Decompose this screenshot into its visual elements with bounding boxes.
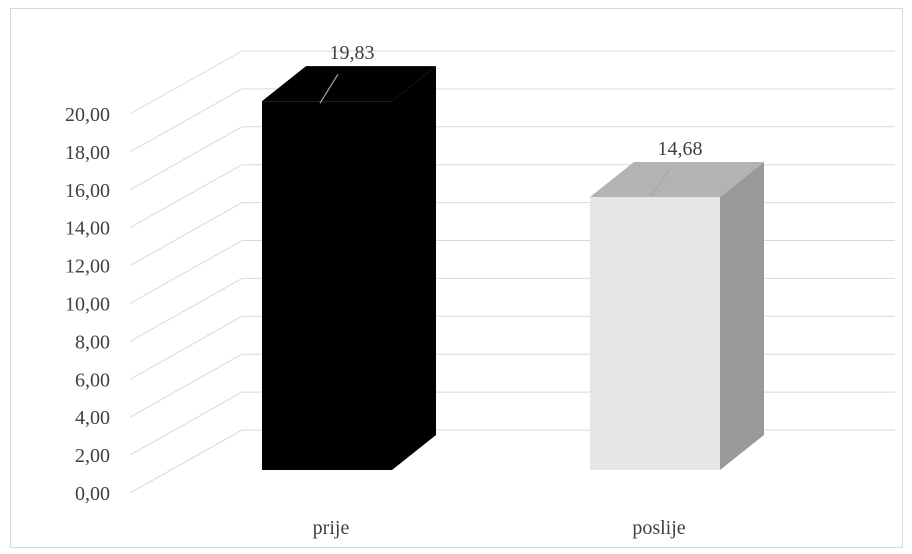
gridline-diagonal (129, 315, 243, 380)
gridline-diagonal (129, 126, 243, 191)
y-tick-label: 20,00 (65, 104, 110, 126)
category-label: poslije (632, 517, 685, 539)
y-tick-label: 2,00 (75, 445, 110, 467)
bar-prije (262, 101, 392, 471)
y-tick-label: 4,00 (75, 407, 110, 429)
gridline-diagonal (129, 391, 243, 456)
data-label: 14,68 (658, 138, 703, 160)
gridline-diagonal (129, 164, 243, 229)
gridline-diagonal (129, 240, 243, 304)
y-tick-label: 14,00 (65, 218, 110, 240)
bar-top-poslije (590, 161, 764, 197)
y-axis-tick-labels: 0,00 2,00 4,00 6,00 8,00 10,00 12,00 14,00 16,00… (65, 104, 110, 505)
y-tick-label: 16,00 (65, 180, 110, 202)
leader-line (319, 73, 339, 104)
gridline-diagonal (129, 429, 243, 494)
gridline-diagonal (129, 50, 243, 115)
y-tick-label: 0,00 (75, 483, 110, 505)
y-tick-label: 10,00 (65, 294, 110, 316)
bar-side-poslije (720, 161, 764, 470)
bars (262, 66, 764, 471)
gridlines (129, 50, 895, 494)
y-tick-label: 6,00 (75, 369, 110, 391)
bar-top-prije (262, 66, 436, 102)
data-label: 19,83 (330, 42, 375, 64)
y-tick-label: 18,00 (65, 142, 110, 164)
bar-side-prije (392, 66, 436, 471)
y-tick-label: 12,00 (65, 256, 110, 278)
category-label: prije (313, 517, 350, 539)
category-labels: prije poslije (313, 517, 686, 539)
gridline-diagonal (129, 202, 243, 267)
gridline-diagonal (129, 88, 243, 153)
gridline-diagonal (129, 353, 243, 418)
data-labels: 19,83 14,68 (319, 42, 703, 198)
y-tick-label: 8,00 (75, 331, 110, 353)
gridline-diagonal (129, 277, 243, 342)
leader-line (650, 169, 670, 198)
bar-poslije (590, 196, 720, 470)
